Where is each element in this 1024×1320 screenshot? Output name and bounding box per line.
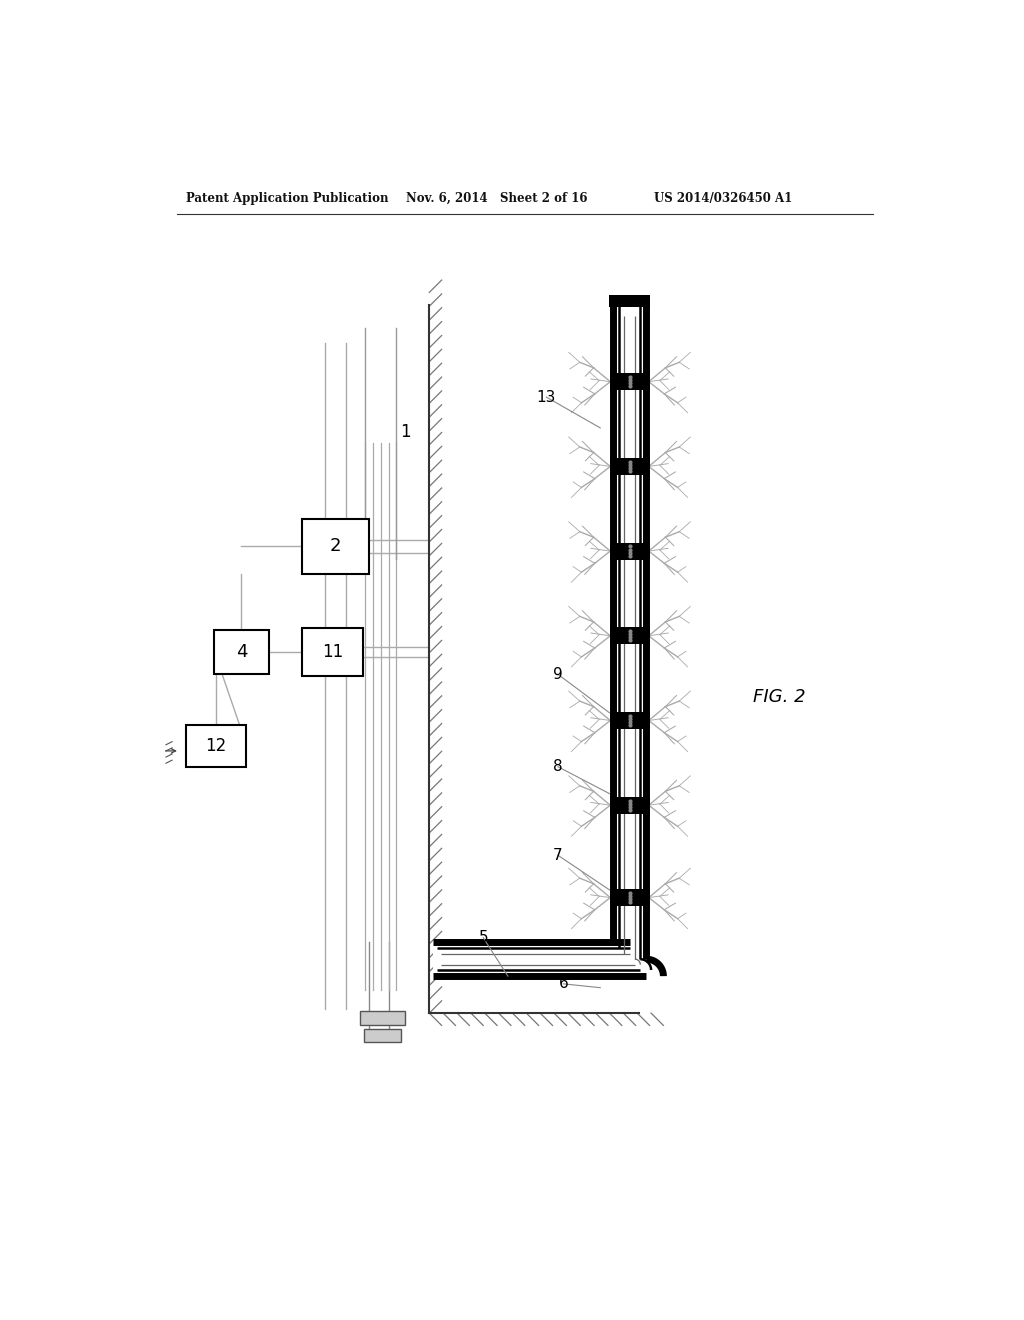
Bar [608,294,650,308]
Bar [628,797,649,813]
Text: 4: 4 [236,643,247,661]
Bar [628,458,649,475]
Bar [628,627,649,644]
Text: 2: 2 [330,537,341,556]
Bar [609,627,631,644]
Bar [609,458,631,475]
Bar [628,890,649,906]
Text: FIG. 2: FIG. 2 [753,689,805,706]
Text: 1: 1 [400,422,411,441]
Bar [609,797,631,813]
Text: 11: 11 [322,643,343,661]
Bar [612,942,646,977]
Text: 9: 9 [553,667,563,682]
Bar [186,725,246,767]
Text: 5: 5 [478,931,488,945]
Text: 13: 13 [537,389,556,405]
Text: 7: 7 [553,847,563,863]
Text: US 2014/0326450 A1: US 2014/0326450 A1 [654,191,793,205]
Text: Nov. 6, 2014   Sheet 2 of 16: Nov. 6, 2014 Sheet 2 of 16 [407,191,588,205]
Polygon shape [584,913,630,960]
Bar [433,942,630,977]
Bar [301,628,364,676]
Text: Patent Application Publication: Patent Application Publication [186,191,388,205]
Bar [214,630,269,675]
Bar [609,543,631,560]
Text: 6: 6 [558,977,568,991]
Bar [612,301,646,942]
Bar [609,374,631,391]
Text: 12: 12 [206,737,226,755]
Bar [301,519,370,574]
Bar [628,374,649,391]
Bar [628,543,649,560]
Bar [628,711,649,729]
Bar [609,711,631,729]
Bar [360,1011,404,1024]
Text: 8: 8 [553,759,563,775]
Bar [609,890,631,906]
Bar [364,1030,400,1041]
